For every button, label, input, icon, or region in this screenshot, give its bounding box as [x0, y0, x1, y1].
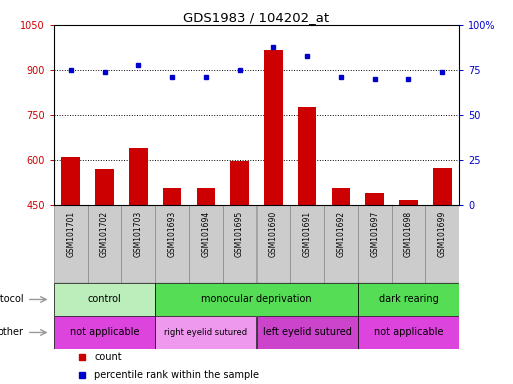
Text: other: other [0, 328, 24, 338]
Text: GSM101692: GSM101692 [337, 210, 345, 257]
Text: GSM101693: GSM101693 [168, 210, 176, 257]
Text: GSM101690: GSM101690 [269, 210, 278, 257]
Text: GSM101702: GSM101702 [100, 210, 109, 257]
Bar [155, 205, 189, 283]
Bar [95, 169, 114, 340]
Text: GSM101695: GSM101695 [235, 210, 244, 257]
Bar [155, 283, 358, 316]
Bar [196, 187, 215, 340]
Text: not applicable: not applicable [374, 328, 443, 338]
Bar [358, 205, 391, 283]
Bar [62, 157, 80, 340]
Text: GSM101703: GSM101703 [134, 210, 143, 257]
Bar [122, 205, 155, 283]
Text: left eyelid sutured: left eyelid sutured [263, 328, 351, 338]
Bar [298, 108, 317, 340]
Bar [324, 205, 358, 283]
Bar [230, 161, 249, 340]
Text: dark rearing: dark rearing [379, 295, 438, 305]
Text: GSM101699: GSM101699 [438, 210, 447, 257]
Bar [358, 316, 459, 349]
Bar [256, 316, 358, 349]
Text: GSM101698: GSM101698 [404, 210, 413, 257]
Bar [155, 316, 256, 349]
Bar [88, 205, 122, 283]
Bar [54, 316, 155, 349]
Text: GSM101691: GSM101691 [303, 210, 312, 257]
Bar [399, 200, 418, 340]
Bar [433, 168, 451, 340]
Text: GSM101697: GSM101697 [370, 210, 379, 257]
Text: not applicable: not applicable [70, 328, 139, 338]
Bar [290, 205, 324, 283]
Bar [331, 189, 350, 340]
Bar [163, 189, 182, 340]
Bar [391, 205, 425, 283]
Text: GSM101701: GSM101701 [66, 210, 75, 257]
Bar [54, 205, 88, 283]
Bar [189, 205, 223, 283]
Bar [264, 50, 283, 340]
Bar [129, 148, 148, 340]
Bar [358, 283, 459, 316]
Text: protocol: protocol [0, 295, 24, 305]
Text: percentile rank within the sample: percentile rank within the sample [94, 371, 260, 381]
Bar [365, 193, 384, 340]
Text: count: count [94, 352, 122, 362]
Text: GSM101694: GSM101694 [201, 210, 210, 257]
Bar [425, 205, 459, 283]
Bar [256, 205, 290, 283]
Text: GDS1983 / 104202_at: GDS1983 / 104202_at [184, 11, 329, 24]
Text: control: control [88, 295, 122, 305]
Text: right eyelid sutured: right eyelid sutured [164, 328, 247, 337]
Bar [223, 205, 256, 283]
Bar [54, 283, 155, 316]
Text: monocular deprivation: monocular deprivation [201, 295, 312, 305]
